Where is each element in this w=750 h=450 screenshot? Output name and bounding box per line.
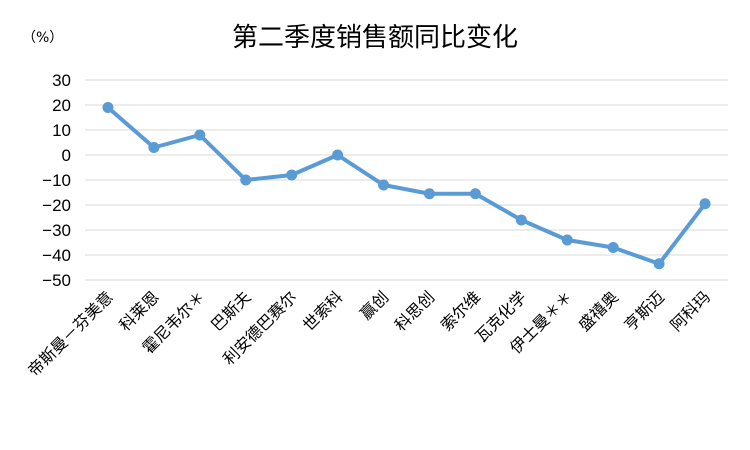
data-point: [240, 174, 252, 186]
x-tick-label: 世索科: [299, 287, 346, 334]
x-tick-label: 赢创: [356, 287, 392, 323]
x-tick-label: 阿科玛: [666, 287, 713, 334]
data-point: [194, 129, 206, 141]
y-tick-label: −50: [42, 271, 71, 290]
x-tick-label: 盛禧奥: [575, 287, 622, 334]
x-tick-label: 科思创: [391, 287, 438, 334]
data-point: [286, 169, 298, 181]
data-point: [607, 242, 619, 253]
series-line: [105, 105, 708, 266]
data-point: [515, 214, 527, 226]
data-point: [148, 142, 160, 153]
y-tick-label: 10: [52, 121, 71, 140]
data-point: [699, 198, 711, 210]
data-point: [469, 188, 481, 200]
y-tick-label: −10: [42, 171, 71, 190]
unit-label: （%）: [22, 30, 63, 46]
series: [102, 102, 711, 270]
data-point: [332, 149, 344, 161]
y-tick-label: 20: [52, 96, 71, 115]
data-point: [653, 258, 665, 270]
y-tick-label: −30: [42, 221, 71, 240]
x-tick-label: 亨斯迈: [621, 287, 668, 334]
data-point: [423, 188, 435, 200]
chart-title: 第二季度销售额同比变化: [232, 23, 518, 53]
x-tick-label: 帝斯曼－芬美意: [24, 287, 117, 380]
data-point: [378, 179, 390, 191]
data-point: [102, 102, 114, 113]
y-tick-label: 0: [62, 146, 71, 165]
y-axis-ticks: 30 20 10 0 −10 −20 −30 −40 −50: [42, 71, 71, 290]
y-tick-label: −20: [42, 196, 71, 215]
data-point: [561, 234, 573, 246]
y-tick-label: 30: [52, 71, 71, 90]
y-tick-label: −40: [42, 246, 71, 265]
gridlines: [85, 79, 728, 281]
